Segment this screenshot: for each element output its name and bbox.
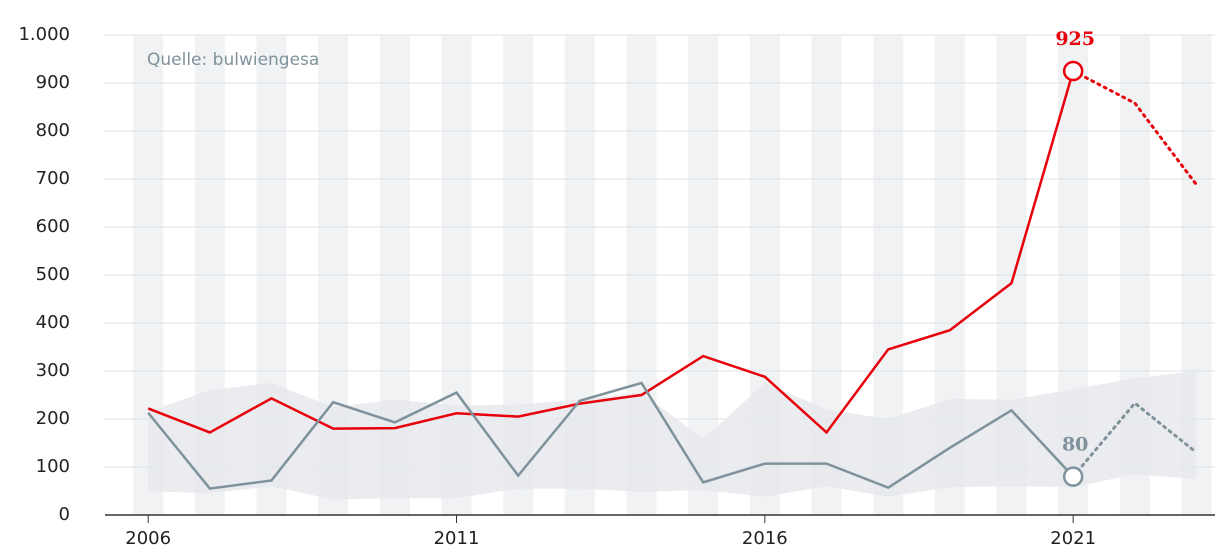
- y-tick-label: 800: [36, 120, 70, 141]
- x-tick-label: 2011: [434, 528, 480, 549]
- x-tick-label: 2016: [742, 528, 788, 549]
- projected-line: [1071, 69, 1198, 187]
- y-tick-label: 500: [36, 264, 70, 285]
- y-tick-label: 400: [36, 312, 70, 333]
- value-label: 925: [1055, 28, 1095, 50]
- x-tick-label: 2021: [1050, 528, 1096, 549]
- y-tick-label: 200: [36, 408, 70, 429]
- y-tick-label: 300: [36, 360, 70, 381]
- source-note: Quelle: bulwiengesa: [147, 50, 319, 70]
- range-band: [148, 371, 1197, 500]
- y-tick-label: 600: [36, 216, 70, 237]
- y-tick-label: 900: [36, 72, 70, 93]
- y-tick-label: 0: [59, 504, 70, 525]
- series-line: [147, 70, 1075, 435]
- y-tick-label: 1.000: [18, 24, 70, 45]
- y-tick-label: 100: [36, 456, 70, 477]
- x-tick-label: 2006: [125, 528, 171, 549]
- highlight-point: [1062, 60, 1084, 82]
- highlight-point: [1062, 466, 1084, 487]
- series-line: [147, 381, 1075, 490]
- value-label: 80: [1062, 434, 1088, 456]
- y-tick-label: 700: [36, 168, 70, 189]
- projected-line: [1071, 401, 1198, 479]
